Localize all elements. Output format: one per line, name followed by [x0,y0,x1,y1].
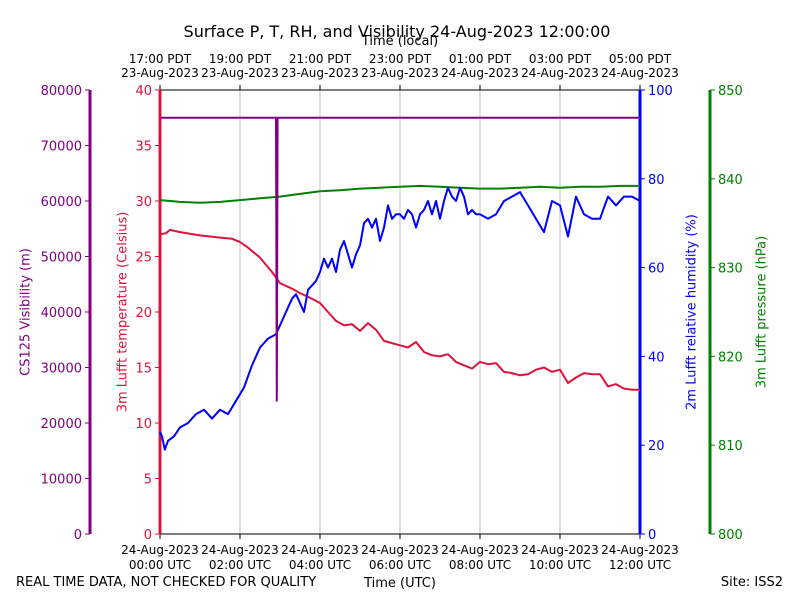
x-tick-label-utc-time: 08:00 UTC [449,558,511,572]
x-tick-label-local-date: 23-Aug-2023 [281,66,359,80]
x-tick-label-local-time: 05:00 PDT [609,52,672,66]
footer-quality-note: REAL TIME DATA, NOT CHECKED FOR QUALITY [16,575,317,590]
humidity-axis-label: 2m Lufft relative humidity (%) [685,214,700,410]
x-tick-label-local-date: 23-Aug-2023 [201,66,279,80]
visibility-axis-label: CS125 Visibility (m) [19,248,34,376]
temperature-tick-label: 15 [135,362,152,377]
x-tick-label-local-time: 21:00 PDT [289,52,352,66]
pressure-series-line [159,184,640,204]
visibility-tick-label: 50000 [41,251,82,266]
humidity-tick-label: 40 [648,350,665,365]
pressure-axis-label: 3m Lufft pressure (hPa) [755,236,770,388]
pressure-tick-label: 820 [718,350,743,365]
x-tick-label-local-date: 24-Aug-2023 [441,66,519,80]
x-tick-label-utc-time: 02:00 UTC [209,558,271,572]
temperature-axis-label: 3m Lufft temperature (Celsius) [116,212,131,413]
temperature-series-line [159,228,640,391]
pressure-tick-label: 840 [718,173,743,188]
x-tick-label-utc-date: 24-Aug-2023 [201,543,279,557]
temperature-tick-label: 20 [135,306,152,321]
temperature-tick-label: 0 [144,528,152,543]
x-tick-label-utc-time: 06:00 UTC [369,558,431,572]
x-tick-label-local-time: 17:00 PDT [129,52,192,66]
temperature-tick-label: 30 [135,195,152,210]
temperature-tick-label: 40 [135,84,152,99]
x-tick-label-utc-date: 24-Aug-2023 [441,543,519,557]
visibility-tick-label: 10000 [41,473,82,488]
humidity-tick-label: 20 [648,439,665,454]
x-tick-label-utc-time: 00:00 UTC [129,558,191,572]
x-axis-label: Time (UTC) [364,576,436,591]
temperature-tick-label: 25 [135,251,152,266]
x-tick-label-local-date: 23-Aug-2023 [121,66,199,80]
x-tick-label-utc-date: 24-Aug-2023 [601,543,679,557]
x-tick-label-utc-time: 12:00 UTC [609,558,671,572]
visibility-tick-label: 40000 [41,306,82,321]
x-tick-label-local-date: 23-Aug-2023 [361,66,439,80]
humidity-series-line [159,186,641,451]
visibility-tick-label: 30000 [41,362,82,377]
x-tick-label-utc-date: 24-Aug-2023 [521,543,599,557]
x-tick-label-local-date: 24-Aug-2023 [521,66,599,80]
x-tick-label-local-time: 19:00 PDT [209,52,272,66]
x-tick-label-utc-date: 24-Aug-2023 [281,543,359,557]
visibility-tick-label: 80000 [41,84,82,99]
footer-site: Site: ISS2 [720,575,783,590]
temperature-tick-label: 5 [144,473,152,488]
x-tick-label-utc-time: 04:00 UTC [289,558,351,572]
temperature-tick-label: 35 [135,140,152,155]
x-tick-label-utc-date: 24-Aug-2023 [121,543,199,557]
humidity-tick-label: 80 [648,173,665,188]
visibility-tick-label: 60000 [41,195,82,210]
chart-title: Surface P, T, RH, and Visibility 24-Aug-… [183,22,611,41]
x-tick-label-utc-time: 10:00 UTC [529,558,591,572]
visibility-tick-label: 20000 [41,417,82,432]
x-tick-label-local-date: 24-Aug-2023 [601,66,679,80]
pressure-tick-label: 830 [718,262,743,277]
visibility-tick-label: 0 [74,528,82,543]
visibility-series-line [160,116,640,402]
x-tick-label-local-time: 23:00 PDT [369,52,432,66]
pressure-tick-label: 800 [718,528,743,543]
humidity-tick-label: 0 [648,528,656,543]
x-tick-label-local-time: 03:00 PDT [529,52,592,66]
pressure-tick-label: 850 [718,84,743,99]
x-tick-label-local-time: 01:00 PDT [449,52,512,66]
temperature-tick-label: 10 [135,417,152,432]
x-tick-label-utc-date: 24-Aug-2023 [361,543,439,557]
top-axis-label: Time (local) [361,34,439,49]
humidity-tick-label: 100 [648,84,673,99]
visibility-tick-label: 70000 [41,140,82,155]
pressure-tick-label: 810 [718,439,743,454]
humidity-tick-label: 60 [648,262,665,277]
